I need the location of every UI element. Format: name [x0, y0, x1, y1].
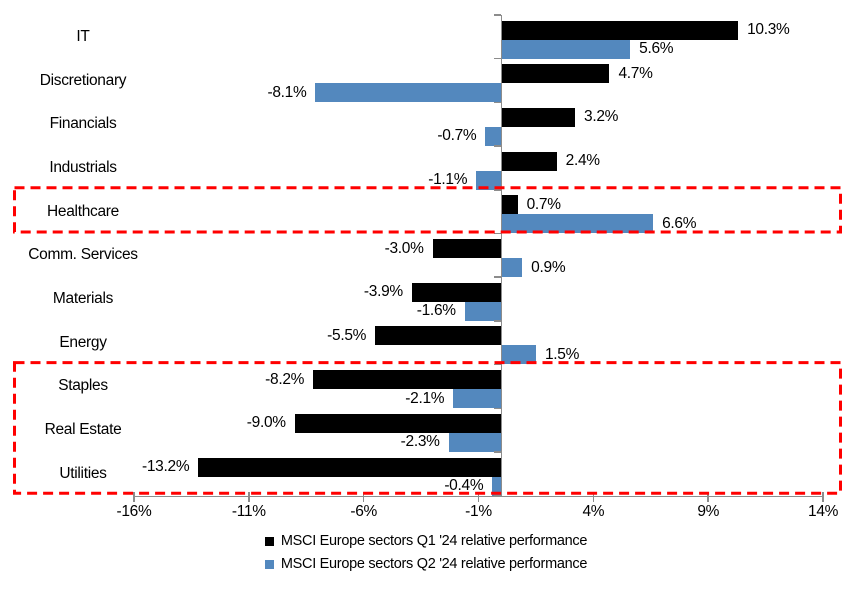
category-label: Comm. Services	[28, 246, 138, 264]
q1-value-label: 2.4%	[565, 152, 600, 170]
q2-bar	[448, 432, 502, 452]
y-axis-tick	[494, 189, 501, 191]
x-axis-tick	[592, 491, 595, 502]
q1-bar	[501, 64, 610, 84]
x-axis-tick-label: -11%	[231, 503, 266, 520]
q2-bar	[453, 389, 502, 409]
q1-value-label: 0.7%	[526, 195, 561, 213]
x-axis-tick	[362, 491, 365, 502]
q2-bar	[315, 83, 502, 103]
q1-value-label: -8.2%	[265, 370, 305, 388]
q1-value-label: 10.3%	[747, 21, 790, 38]
x-axis-tick	[133, 491, 135, 502]
category-label: Real Estate	[44, 421, 122, 439]
y-axis-tick	[494, 451, 501, 453]
q2-value-label: -8.1%	[267, 83, 307, 101]
q2-bar	[501, 345, 536, 365]
category-label: Healthcare	[47, 202, 119, 220]
q1-value-label: -3.0%	[384, 239, 424, 257]
q2-value-label: 6.6%	[662, 214, 697, 232]
x-axis-tick-label: -6%	[350, 503, 378, 520]
q2-value-label: -1.6%	[416, 302, 456, 320]
q1-bar	[294, 413, 502, 433]
legend-item-q2: MSCI Europe sectors Q2 '24 relative perf…	[264, 556, 588, 572]
legend-swatch-q1	[264, 536, 274, 546]
y-axis-tick	[494, 363, 501, 366]
legend-label-q1: MSCI Europe sectors Q1 '24 relative perf…	[280, 533, 588, 549]
y-axis-tick	[494, 276, 501, 278]
q1-value-label: -13.2%	[141, 458, 190, 475]
q1-bar	[375, 326, 502, 346]
y-axis-tick	[494, 101, 501, 104]
q1-value-label: -3.9%	[363, 283, 403, 301]
x-axis-tick-label: 14%	[808, 503, 839, 520]
q2-bar	[501, 258, 523, 277]
category-label: Materials	[52, 290, 114, 308]
q2-bar	[464, 301, 502, 321]
category-label: Financials	[49, 115, 117, 133]
q2-bar	[501, 39, 631, 59]
q2-bar	[485, 126, 502, 146]
x-axis-tick-label: -1%	[465, 503, 492, 520]
q2-bar	[501, 214, 654, 234]
q1-bar	[198, 457, 502, 477]
q2-value-label: -1.1%	[428, 171, 468, 189]
q2-value-label: -2.3%	[400, 433, 440, 451]
legend-label-q2: MSCI Europe sectors Q2 '24 relative perf…	[280, 556, 588, 572]
legend: MSCI Europe sectors Q1 '24 relative perf…	[0, 533, 852, 572]
y-axis-tick	[494, 145, 501, 147]
q2-value-label: -0.7%	[437, 127, 477, 145]
q2-value-label: 5.6%	[639, 40, 674, 57]
category-label: Discretionary	[39, 71, 127, 89]
q1-bar	[501, 107, 575, 127]
q1-value-label: -5.5%	[327, 326, 367, 344]
x-axis-tick-label: 4%	[582, 503, 605, 520]
x-axis-tick	[477, 491, 480, 502]
q1-bar	[501, 195, 518, 215]
x-axis-tick	[248, 491, 250, 502]
q1-value-label: 4.7%	[618, 64, 653, 82]
q1-value-label: -9.0%	[246, 414, 286, 432]
x-axis-tick-label: 9%	[697, 503, 720, 520]
q1-bar	[432, 239, 502, 258]
q2-value-label: 0.9%	[531, 258, 566, 276]
x-axis-tick	[707, 491, 709, 502]
category-label: Industrials	[49, 158, 117, 176]
y-axis-tick	[494, 407, 501, 410]
q1-bar	[313, 370, 502, 390]
q2-value-label: 1.5%	[544, 345, 580, 363]
q2-bar	[476, 170, 502, 190]
q1-bar	[501, 20, 739, 40]
x-axis-tick	[822, 491, 824, 502]
x-axis-tick-label: -16%	[116, 503, 152, 520]
q2-value-label: -2.1%	[405, 389, 445, 407]
y-axis-tick	[494, 14, 501, 16]
q1-bar	[411, 282, 502, 302]
y-axis-line	[500, 15, 503, 497]
category-label: IT	[76, 27, 90, 45]
y-axis-tick	[494, 232, 501, 235]
y-axis-tick	[494, 494, 501, 497]
y-axis-tick	[494, 320, 501, 322]
legend-swatch-q2	[264, 559, 274, 569]
legend-item-q1: MSCI Europe sectors Q1 '24 relative perf…	[264, 533, 588, 549]
q1-value-label: 3.2%	[584, 108, 619, 126]
category-label: Energy	[59, 333, 107, 351]
y-axis-tick	[494, 57, 501, 60]
q1-bar	[501, 151, 557, 171]
category-label: Staples	[58, 377, 108, 395]
